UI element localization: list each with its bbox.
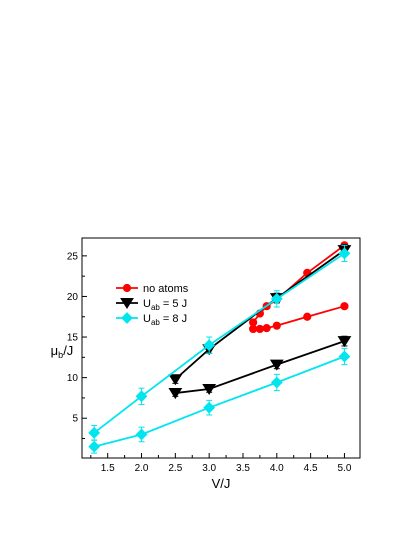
data-point [338, 247, 351, 260]
series-3 [88, 244, 351, 454]
data-point [88, 426, 101, 439]
y-axis-title-sub: b [58, 350, 63, 360]
data-point [202, 383, 217, 396]
x-axis-title: V/J [212, 476, 231, 491]
data-point [135, 428, 148, 441]
x-tick-label: 4.5 [304, 463, 318, 474]
data-point [272, 321, 281, 330]
y-tick-label: 10 [67, 373, 79, 384]
data-point [168, 374, 183, 386]
plot-frame [81, 237, 361, 459]
y-tick-label: 25 [67, 251, 79, 262]
data-point [269, 359, 284, 371]
data-point [249, 324, 258, 334]
series-1 [249, 241, 349, 334]
data-point [168, 388, 183, 400]
series-line [174, 249, 345, 380]
legend-label: Uab = 8 J [143, 313, 187, 327]
series-line [93, 252, 345, 434]
data-point [203, 401, 216, 414]
legend-label-main: no atoms [143, 283, 189, 295]
legend-label-sub: ab [151, 318, 160, 327]
y-axis-title: μb/J [51, 343, 74, 360]
y-axis-title-suffix: /J [63, 343, 73, 358]
data-point [270, 376, 283, 389]
data-point [337, 336, 352, 348]
y-tick-label: 20 [67, 292, 79, 303]
legend-label-sub: ab [151, 303, 160, 312]
data-point [262, 324, 271, 333]
data-point [303, 312, 312, 321]
y-tick-label: 5 [72, 414, 78, 425]
series-line [93, 355, 345, 448]
legend-marker [121, 312, 133, 324]
legend-marker [120, 298, 134, 310]
legend-label-rest: = 5 J [160, 298, 187, 310]
y-tick-label: 15 [67, 333, 79, 344]
x-tick-label: 2.5 [168, 463, 182, 474]
legend-label-main: U [143, 298, 151, 310]
data-point [338, 350, 351, 363]
x-tick-label: 3.0 [202, 463, 216, 474]
series-layer [88, 241, 352, 454]
data-point [88, 440, 101, 453]
x-tick-label: 2.0 [135, 463, 149, 474]
legend-marker [122, 283, 132, 293]
legend-label-rest: = 8 J [160, 313, 187, 325]
series-line [175, 340, 345, 394]
legend-item: Uab = 8 J [116, 312, 187, 327]
x-tick-label: 1.5 [101, 463, 115, 474]
x-tick-label: 5.0 [337, 463, 351, 474]
data-point [203, 339, 216, 352]
y-axis-title-main: μ [51, 343, 59, 358]
data-point [340, 302, 349, 311]
axes-layer: 1.5 2.0 2.5 3.0 3.5 4.0 4.5 5.0 5 10 15 20 25 [67, 251, 352, 474]
data-point [270, 292, 283, 305]
legend-label-main: U [143, 313, 151, 325]
data-point [135, 390, 148, 403]
x-tick-label: 4.0 [270, 463, 284, 474]
legend-item: Uab = 5 J [116, 298, 187, 312]
legend-label: no atoms [143, 283, 189, 295]
data-point [255, 324, 264, 334]
x-tick-label: 3.5 [236, 463, 250, 474]
legend-label: Uab = 5 J [143, 298, 187, 312]
legend-item: no atoms [116, 283, 189, 295]
